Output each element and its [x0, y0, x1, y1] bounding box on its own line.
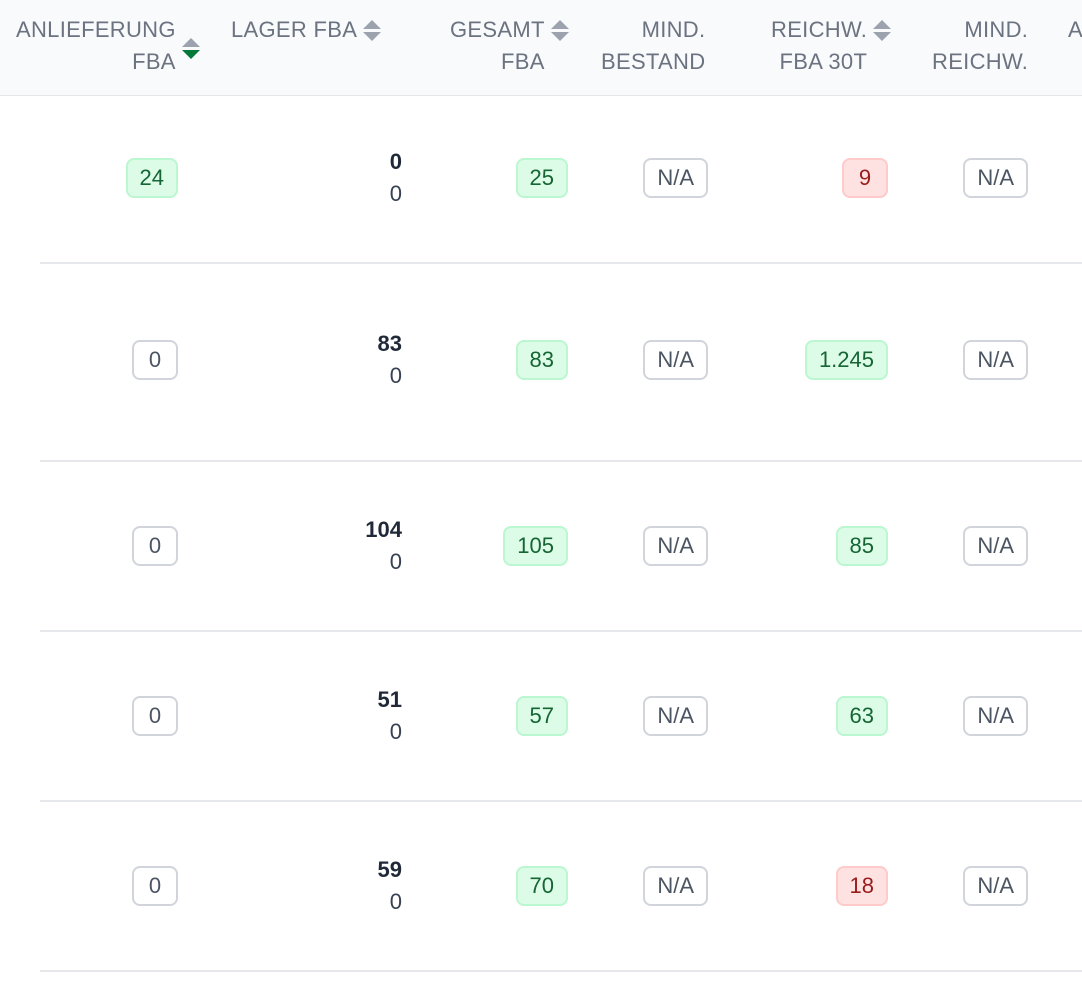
row-divider: [40, 262, 1082, 264]
gesamt-cell: 70: [450, 866, 568, 906]
mind-reichw-cell: N/A: [910, 340, 1028, 380]
mind-reichw-cell: N/A: [910, 158, 1028, 198]
gesamt-badge: 57: [515, 696, 568, 736]
column-header-label: GESAMT FBA: [450, 17, 545, 74]
mind-bestand-cell: N/A: [590, 340, 708, 380]
anlieferung-badge: 0: [132, 340, 178, 380]
mind-bestand-badge: N/A: [643, 526, 708, 566]
reichw-badge: 1.245: [804, 340, 888, 380]
reichw-cell: 63: [770, 696, 888, 736]
row-divider: [40, 970, 1082, 972]
reichw-badge: 85: [835, 526, 888, 566]
column-header-label: MIND. REICHW.: [932, 17, 1029, 74]
anlieferung-badge: 24: [125, 158, 178, 198]
anlieferung-badge: 0: [132, 526, 178, 566]
gesamt-cell: 105: [450, 526, 568, 566]
lager-cell: 59 0: [300, 854, 402, 918]
gesamt-cell: 25: [450, 158, 568, 198]
mind-reichw-badge: N/A: [963, 340, 1028, 380]
lager-sub-value: 0: [389, 719, 402, 744]
anlieferung-cell: 0: [60, 526, 178, 566]
mind-reichw-cell: N/A: [910, 696, 1028, 736]
mind-reichw-cell: N/A: [910, 866, 1028, 906]
anlieferung-cell: 0: [60, 340, 178, 380]
lager-cell: 51 0: [300, 684, 402, 748]
gesamt-badge: 25: [515, 158, 568, 198]
column-header-anlieferung-fba[interactable]: ANLIEFERUNG FBA: [16, 14, 200, 78]
mind-reichw-badge: N/A: [963, 526, 1028, 566]
gesamt-cell: 83: [450, 340, 568, 380]
anlieferung-badge: 0: [132, 866, 178, 906]
mind-bestand-cell: N/A: [590, 696, 708, 736]
sort-desc-icon[interactable]: [181, 32, 200, 64]
mind-bestand-cell: N/A: [590, 158, 708, 198]
anlieferung-cell: 24: [60, 158, 178, 198]
column-header-label: REICHW. FBA 30T: [771, 17, 868, 74]
table-header: ANLIEFERUNG FBA LAGER FBA GESAMT FBA MIN…: [0, 0, 1082, 96]
lager-sub-value: 0: [389, 549, 402, 574]
reichw-cell: 85: [770, 526, 888, 566]
column-header-label: A: [1068, 17, 1082, 42]
column-header-mind-bestand: MIND. BESTAND: [601, 14, 705, 78]
anlieferung-cell: 0: [60, 696, 178, 736]
mind-bestand-badge: N/A: [643, 340, 708, 380]
column-header-lager-fba[interactable]: LAGER FBA: [231, 14, 382, 46]
column-header-label: ANLIEFERUNG FBA: [16, 17, 176, 74]
gesamt-badge: 70: [515, 866, 568, 906]
sort-icon[interactable]: [363, 14, 382, 46]
row-divider: [40, 630, 1082, 632]
gesamt-cell: 57: [450, 696, 568, 736]
lager-value: 51: [377, 687, 402, 712]
anlieferung-cell: 0: [60, 866, 178, 906]
reichw-badge: 18: [835, 866, 888, 906]
lager-cell: 104 0: [300, 514, 402, 578]
column-header-gesamt-fba[interactable]: GESAMT FBA: [450, 14, 569, 78]
mind-bestand-badge: N/A: [643, 866, 708, 906]
mind-reichw-badge: N/A: [963, 158, 1028, 198]
lager-value: 59: [377, 857, 402, 882]
lager-value: 0: [389, 149, 402, 174]
mind-bestand-cell: N/A: [590, 866, 708, 906]
gesamt-badge: 83: [515, 340, 568, 380]
mind-bestand-badge: N/A: [643, 696, 708, 736]
reichw-cell: 18: [770, 866, 888, 906]
mind-bestand-badge: N/A: [643, 158, 708, 198]
sort-icon[interactable]: [873, 14, 892, 46]
row-divider: [40, 460, 1082, 462]
reichw-badge: 63: [835, 696, 888, 736]
lager-sub-value: 0: [389, 181, 402, 206]
row-divider: [40, 800, 1082, 802]
reichw-cell: 1.245: [770, 340, 888, 380]
lager-sub-value: 0: [389, 363, 402, 388]
anlieferung-badge: 0: [132, 696, 178, 736]
mind-bestand-cell: N/A: [590, 526, 708, 566]
lager-cell: 83 0: [300, 328, 402, 392]
column-header-next: A: [1068, 14, 1082, 46]
lager-sub-value: 0: [389, 889, 402, 914]
lager-value: 104: [365, 517, 402, 542]
column-header-label: MIND. BESTAND: [601, 17, 706, 74]
sort-icon[interactable]: [550, 14, 569, 46]
mind-reichw-badge: N/A: [963, 696, 1028, 736]
lager-cell: 0 0: [300, 146, 402, 210]
column-header-label: LAGER FBA: [231, 17, 358, 42]
lager-value: 83: [377, 331, 402, 356]
gesamt-badge: 105: [503, 526, 568, 566]
column-header-reichw-fba-30t[interactable]: REICHW. FBA 30T: [771, 14, 892, 78]
column-header-mind-reichw: MIND. REICHW.: [932, 14, 1028, 78]
mind-reichw-badge: N/A: [963, 866, 1028, 906]
reichw-badge: 9: [842, 158, 888, 198]
mind-reichw-cell: N/A: [910, 526, 1028, 566]
reichw-cell: 9: [770, 158, 888, 198]
